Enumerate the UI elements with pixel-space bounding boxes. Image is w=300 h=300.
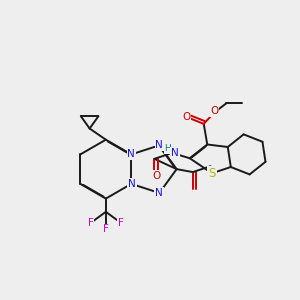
Text: N: N (155, 140, 163, 150)
Text: N: N (128, 149, 135, 159)
Text: F: F (88, 218, 94, 228)
Text: O: O (182, 112, 190, 122)
Text: O: O (210, 106, 218, 116)
Text: S: S (208, 167, 216, 180)
Text: N: N (128, 179, 136, 189)
Text: H: H (164, 144, 171, 153)
Text: O: O (153, 171, 161, 181)
Text: N: N (155, 140, 163, 150)
Text: N: N (155, 188, 163, 198)
Text: N: N (128, 149, 135, 159)
Text: N: N (128, 179, 135, 189)
Text: F: F (103, 224, 109, 235)
Text: N: N (171, 148, 179, 158)
Text: N: N (155, 188, 163, 198)
Text: F: F (118, 218, 124, 228)
